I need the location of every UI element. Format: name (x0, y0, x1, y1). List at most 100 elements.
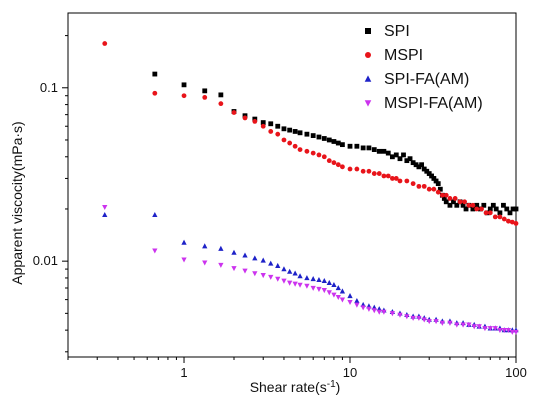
x-axis: 1 10 100 (67, 357, 527, 380)
data-point (275, 123, 281, 129)
data-point (441, 196, 447, 201)
data-point (497, 214, 503, 220)
data-point (297, 147, 303, 152)
data-point (102, 211, 108, 217)
data-point (281, 278, 287, 284)
data-point (304, 148, 310, 154)
data-point (454, 202, 460, 208)
data-point (416, 315, 422, 321)
data-point (335, 294, 341, 301)
data-point (292, 270, 298, 276)
data-point (268, 121, 274, 127)
data-point (433, 319, 439, 325)
data-point (281, 266, 287, 272)
data-point (354, 143, 360, 149)
data-point (393, 152, 399, 158)
data-point (354, 166, 360, 172)
data-point (287, 280, 293, 286)
data-point (260, 120, 266, 125)
data-point (260, 273, 266, 279)
data-point (470, 206, 476, 212)
data-point (347, 293, 353, 299)
data-point (252, 271, 258, 277)
y-tick-label: 0.01 (33, 253, 58, 268)
data-point (497, 210, 503, 216)
data-point (335, 162, 341, 168)
data-point (451, 199, 456, 205)
legend-marker (364, 100, 372, 107)
data-point (504, 206, 510, 212)
data-point (331, 139, 337, 144)
data-point (281, 126, 287, 132)
data-point (426, 186, 432, 192)
data-point (447, 202, 453, 208)
data-point (326, 290, 332, 296)
data-point (310, 133, 316, 138)
data-point (304, 131, 310, 137)
data-point (231, 110, 237, 115)
data-point (471, 324, 477, 330)
data-point (419, 162, 425, 168)
data-point (454, 322, 460, 328)
data-point (497, 327, 503, 334)
data-point (487, 326, 493, 332)
data-point (513, 206, 519, 212)
data-point (407, 156, 413, 162)
data-point (416, 183, 422, 189)
data-point (371, 171, 377, 176)
data-point (404, 178, 410, 184)
data-point (452, 196, 458, 201)
data-point (443, 192, 449, 198)
data-point (321, 288, 327, 294)
data-point (466, 202, 472, 208)
x-tick-label: 10 (343, 365, 357, 380)
data-point (447, 196, 453, 201)
data-point (287, 127, 293, 133)
data-point (443, 199, 449, 205)
legend-marker (365, 52, 371, 58)
data-point (360, 145, 366, 151)
data-point (321, 136, 327, 141)
data-point (181, 82, 187, 88)
data-point (401, 152, 406, 158)
data-point (218, 245, 224, 251)
data-point (501, 216, 507, 222)
data-point (431, 186, 437, 192)
data-point (435, 181, 441, 187)
data-point (335, 285, 341, 291)
data-point (339, 288, 346, 294)
data-point (371, 147, 377, 152)
data-point (202, 243, 208, 249)
data-point (326, 137, 332, 143)
data-point (360, 305, 366, 311)
data-point (331, 160, 337, 166)
data-point (181, 239, 187, 245)
x-tick-label: 1 (180, 365, 187, 380)
data-point (339, 297, 346, 303)
data-point (460, 202, 466, 208)
data-point (487, 206, 493, 212)
data-point (481, 202, 487, 208)
series-layer (102, 41, 519, 335)
data-point (505, 327, 512, 334)
data-point (292, 143, 298, 149)
data-point (462, 199, 467, 205)
data-point (385, 173, 391, 179)
data-point (421, 183, 427, 189)
data-point (476, 324, 482, 330)
data-point (231, 249, 237, 255)
data-point (492, 326, 498, 332)
data-point (316, 276, 322, 283)
data-point (470, 202, 476, 208)
data-point (297, 282, 303, 288)
data-point (513, 221, 519, 226)
data-point (366, 145, 372, 151)
data-point (413, 162, 419, 168)
data-point (474, 202, 480, 208)
data-point (310, 285, 316, 291)
data-point (297, 130, 303, 136)
data-point (304, 275, 310, 281)
data-point (218, 92, 224, 98)
data-point (424, 168, 430, 174)
data-point (397, 312, 403, 318)
